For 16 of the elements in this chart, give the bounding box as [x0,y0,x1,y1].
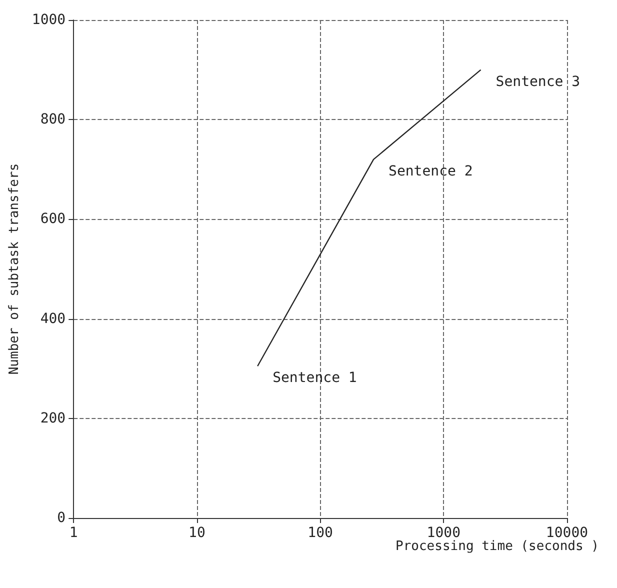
x-tick-label: 100 [308,525,333,541]
annotation: Sentence 2 [388,163,473,180]
y-tick-label: 200 [40,410,66,426]
y-axis-title: Number of subtask transfers [7,163,22,375]
y-tick-label: 800 [40,112,66,128]
x-tick-label: 1000 [426,525,461,541]
x-tick-label: 1 [69,525,78,541]
y-tick-label: 1000 [32,12,66,28]
x-axis-title: Processing time (seconds ) [396,539,599,554]
annotation: Sentence 3 [496,74,580,90]
y-tick-label: 600 [40,211,66,228]
annotation: Sentence 1 [272,370,357,386]
x-tick-label: 10 [188,525,206,541]
y-tick-label: 0 [57,510,66,526]
y-tick-label: 400 [40,310,66,327]
x-tick-label: 10000 [546,525,588,541]
